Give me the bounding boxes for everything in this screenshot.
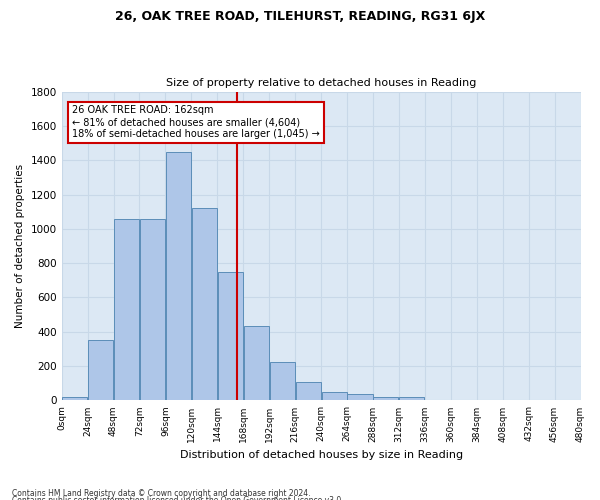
Text: Contains public sector information licensed under the Open Government Licence v3: Contains public sector information licen…	[12, 496, 344, 500]
Bar	[114, 218, 139, 400]
Bar	[347, 394, 373, 400]
Bar	[400, 398, 424, 400]
Bar	[192, 208, 217, 400]
Bar	[62, 397, 87, 400]
Y-axis label: Number of detached properties: Number of detached properties	[15, 164, 25, 328]
Bar	[373, 397, 398, 400]
X-axis label: Distribution of detached houses by size in Reading: Distribution of detached houses by size …	[179, 450, 463, 460]
Bar	[140, 218, 165, 400]
Text: 26 OAK TREE ROAD: 162sqm
← 81% of detached houses are smaller (4,604)
18% of sem: 26 OAK TREE ROAD: 162sqm ← 81% of detach…	[72, 106, 320, 138]
Bar	[218, 272, 243, 400]
Title: Size of property relative to detached houses in Reading: Size of property relative to detached ho…	[166, 78, 476, 88]
Text: 26, OAK TREE ROAD, TILEHURST, READING, RG31 6JX: 26, OAK TREE ROAD, TILEHURST, READING, R…	[115, 10, 485, 23]
Bar	[88, 340, 113, 400]
Bar	[269, 362, 295, 401]
Bar	[244, 326, 269, 400]
Bar	[166, 152, 191, 400]
Bar	[296, 382, 320, 400]
Text: Contains HM Land Registry data © Crown copyright and database right 2024.: Contains HM Land Registry data © Crown c…	[12, 488, 311, 498]
Bar	[322, 392, 347, 400]
